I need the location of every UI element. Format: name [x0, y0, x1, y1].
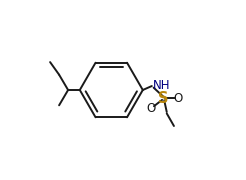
Text: S: S — [158, 91, 169, 106]
Text: O: O — [173, 92, 183, 105]
Text: O: O — [146, 102, 155, 115]
Text: NH: NH — [153, 79, 170, 92]
